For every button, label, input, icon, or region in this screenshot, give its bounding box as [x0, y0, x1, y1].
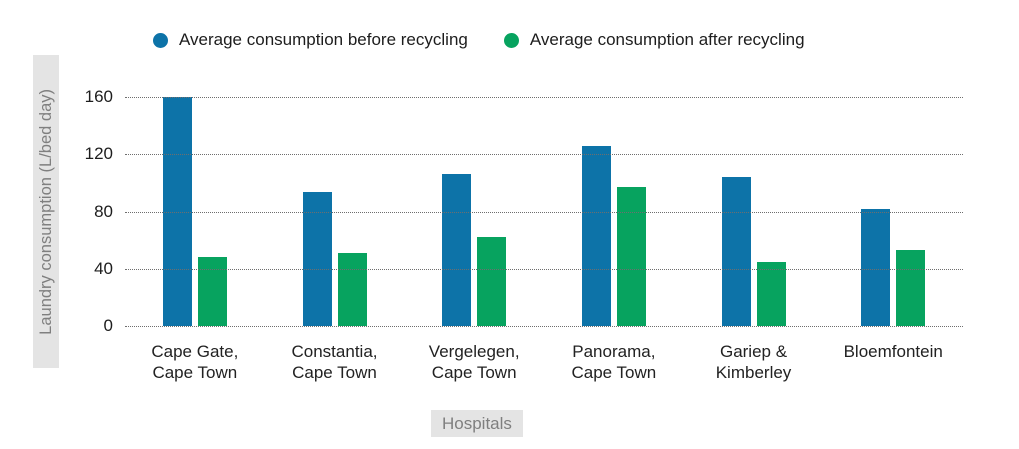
y-tick-label-40: 40: [94, 258, 113, 278]
bar-before-recycling: [302, 191, 332, 326]
bar-group: [404, 97, 544, 326]
y-tick-label-160: 160: [84, 87, 113, 106]
bar-after-recycling: [197, 257, 227, 326]
gridline-80: [125, 211, 963, 213]
bar-after-recycling: [896, 250, 926, 326]
x-category-label: Constantia, Cape Town: [291, 342, 378, 382]
bar-group: [684, 97, 824, 326]
bar-before-recycling: [581, 145, 611, 326]
bar-after-recycling: [756, 261, 786, 326]
legend-label-before: Average consumption before recycling: [179, 30, 468, 49]
y-axis-title: Laundry consumption (L/bed day): [33, 55, 59, 368]
gridline-40: [125, 268, 963, 270]
bar-before-recycling: [442, 174, 472, 326]
bar-group: [823, 97, 963, 326]
x-category-label: Gariep & Kimberley: [715, 342, 792, 382]
y-tick-label-0: 0: [103, 316, 113, 335]
bar-after-recycling: [337, 253, 367, 326]
bar-after-recycling: [616, 187, 646, 326]
x-category-label: Panorama, Cape Town: [571, 342, 657, 382]
x-axis-category-labels: Cape Gate, Cape Town Constantia, Cape Tow…: [125, 341, 963, 383]
chart-legend: Average consumption before recycling Ave…: [153, 30, 805, 50]
bar-after-recycling: [477, 237, 507, 326]
plot-area: 0 40 80 120 160: [85, 87, 963, 335]
bar-group: [544, 97, 684, 326]
bar-before-recycling: [861, 208, 891, 326]
gridline-0: [125, 326, 963, 327]
x-category-label: Bloemfontein: [843, 342, 943, 361]
x-category-label: Cape Gate, Cape Town: [151, 342, 239, 382]
y-axis-title-text: Laundry consumption (L/bed day): [36, 88, 55, 335]
y-tick-label-120: 120: [84, 144, 113, 164]
legend-dot-before-icon: [153, 32, 168, 48]
legend-item-after-recycling: Average consumption after recycling: [503, 30, 805, 50]
gridline-160: [125, 97, 963, 98]
x-category-label: Vergelegen, Cape Town: [428, 342, 520, 382]
gridline-120: [125, 154, 963, 156]
bar-before-recycling: [721, 177, 751, 326]
legend-item-before-recycling: Average consumption before recycling: [153, 30, 468, 50]
x-axis-title: Hospitals: [431, 410, 523, 437]
bar-group: [265, 97, 405, 326]
y-tick-label-80: 80: [94, 201, 113, 221]
legend-label-after: Average consumption after recycling: [529, 30, 805, 49]
legend-dot-after-icon: [503, 32, 519, 48]
